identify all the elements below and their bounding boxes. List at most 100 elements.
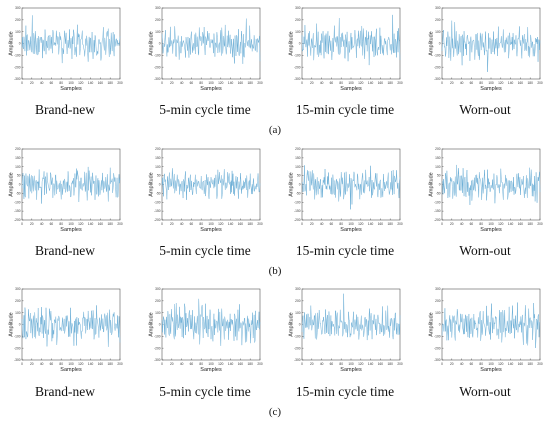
signal-line [441, 302, 541, 348]
signal-line [441, 164, 541, 205]
x-tick-label: 120 [498, 81, 504, 85]
chart-b-15-min: 0 20 40 60 80 100 120 140 160 180 200-200-150-100-… [289, 147, 403, 233]
x-tick-label: 200 [537, 222, 543, 226]
signal-line [21, 15, 121, 64]
y-tick-label: -300 [434, 77, 441, 81]
x-tick-label: 100 [208, 362, 214, 366]
x-tick-label: 80 [479, 81, 483, 85]
x-tick-label: 40 [180, 81, 184, 85]
x-tick-label: 100 [348, 362, 354, 366]
signal-line [441, 20, 541, 72]
x-tick-label: 160 [378, 81, 384, 85]
x-tick-label: 180 [248, 81, 254, 85]
y-tick-label: -200 [154, 218, 161, 222]
y-tick-label: -300 [294, 358, 301, 362]
x-tick-label: 120 [498, 222, 504, 226]
x-tick-label: 160 [518, 81, 524, 85]
y-tick-label: 200 [435, 299, 441, 303]
y-tick-label: -50 [16, 191, 21, 195]
x-tick-label: 140 [508, 81, 514, 85]
x-tick-label: 140 [88, 362, 94, 366]
x-tick-label: 100 [488, 81, 494, 85]
x-tick-label: 40 [40, 362, 44, 366]
y-tick-label: 0 [439, 323, 441, 327]
x-tick-label: 60 [470, 222, 474, 226]
x-tick-label: 60 [330, 81, 334, 85]
y-tick-label: -200 [294, 346, 301, 350]
x-tick-label: 120 [78, 222, 84, 226]
signal-line [301, 165, 401, 210]
x-axis-label: Samples [60, 227, 82, 233]
y-tick-label: 0 [299, 42, 301, 46]
chart-a-15-min: 0 20 40 60 80 100 120 140 160 180 200-300-200-1000… [289, 6, 403, 92]
x-tick-label: 20 [170, 362, 174, 366]
x-tick-label: 140 [508, 222, 514, 226]
y-tick-label: 150 [295, 156, 301, 160]
x-tick-label: 0 [301, 222, 303, 226]
y-tick-label: 0 [159, 323, 161, 327]
caption-c-5-min: 5-min cycle time [159, 384, 251, 399]
signal-line [21, 305, 121, 347]
caption-c-brand-new: Brand-new [35, 384, 95, 399]
caption-b-brand-new: Brand-new [35, 243, 95, 258]
chart-c-brand-new: 0 20 40 60 80 100 120 140 160 180 200-300-200-1000… [9, 287, 123, 373]
x-tick-label: 140 [368, 362, 374, 366]
signal-line [161, 298, 261, 346]
y-tick-label: 300 [295, 6, 301, 10]
x-tick-label: 160 [518, 362, 524, 366]
x-tick-label: 0 [441, 362, 443, 366]
x-tick-label: 200 [117, 81, 123, 85]
x-tick-label: 40 [180, 362, 184, 366]
y-tick-label: 0 [19, 183, 21, 187]
x-tick-label: 180 [108, 222, 114, 226]
x-tick-label: 140 [508, 362, 514, 366]
y-tick-label: -300 [434, 358, 441, 362]
caption-c-15-min: 15-min cycle time [295, 384, 395, 399]
y-axis-label: Amplitude [9, 312, 15, 336]
y-tick-label: -50 [436, 191, 441, 195]
y-tick-label: -100 [434, 53, 441, 57]
x-axis-label: Samples [340, 86, 362, 92]
x-tick-label: 200 [397, 222, 403, 226]
y-tick-label: 200 [15, 147, 21, 151]
x-tick-label: 80 [339, 222, 343, 226]
x-tick-label: 200 [117, 222, 123, 226]
x-tick-label: 100 [208, 222, 214, 226]
chart-c-15-min: 0 20 40 60 80 100 120 140 160 180 200-300-200-1000… [289, 287, 403, 373]
row-label-c: (c) [268, 406, 282, 418]
x-tick-label: 60 [50, 222, 54, 226]
x-tick-label: 0 [161, 222, 163, 226]
y-tick-label: 200 [155, 147, 161, 151]
y-tick-label: 0 [439, 42, 441, 46]
x-tick-label: 140 [368, 81, 374, 85]
chart-b-brand-new: 0 20 40 60 80 100 120 140 160 180 200-200-150-100-… [9, 147, 123, 233]
y-tick-label: -300 [14, 358, 21, 362]
y-tick-label: -200 [294, 218, 301, 222]
x-tick-label: 40 [40, 222, 44, 226]
caption-a-worn-out: Worn-out [459, 102, 511, 117]
x-tick-label: 180 [248, 362, 254, 366]
y-tick-label: 200 [155, 18, 161, 22]
caption-b-15-min: 15-min cycle time [295, 243, 395, 258]
x-tick-label: 0 [21, 362, 23, 366]
y-tick-label: -100 [294, 334, 301, 338]
x-axis-label: Samples [480, 367, 502, 373]
y-tick-label: 100 [295, 30, 301, 34]
x-tick-label: 160 [98, 362, 104, 366]
y-tick-label: -200 [434, 218, 441, 222]
x-tick-label: 140 [228, 362, 234, 366]
x-tick-label: 60 [330, 362, 334, 366]
y-tick-label: -200 [434, 65, 441, 69]
chart-b-worn-out: 0 20 40 60 80 100 120 140 160 180 200-200-150-100-… [429, 147, 543, 233]
x-tick-label: 140 [88, 222, 94, 226]
x-tick-label: 40 [320, 222, 324, 226]
x-tick-label: 140 [88, 81, 94, 85]
x-tick-label: 60 [190, 362, 194, 366]
y-tick-label: -100 [434, 200, 441, 204]
x-tick-label: 180 [528, 222, 534, 226]
chart-c-worn-out: 0 20 40 60 80 100 120 140 160 180 200-300-200-1000… [429, 287, 543, 373]
signal-line [301, 14, 401, 66]
signal-line [21, 166, 121, 204]
y-tick-label: -150 [154, 209, 161, 213]
y-tick-label: -200 [434, 346, 441, 350]
